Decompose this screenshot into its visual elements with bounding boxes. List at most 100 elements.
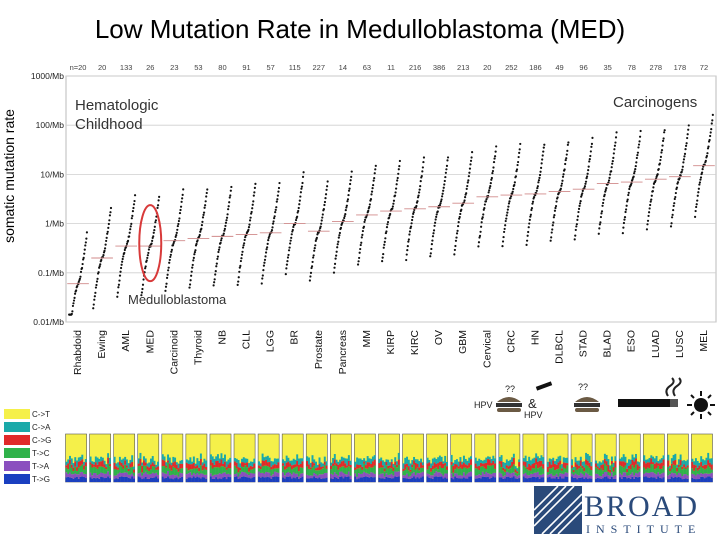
mutation-rate-point bbox=[467, 179, 470, 182]
spectrum-band bbox=[306, 460, 309, 467]
spectrum-band bbox=[438, 465, 441, 473]
spectrum-band bbox=[340, 471, 343, 477]
spectrum-band bbox=[554, 470, 556, 476]
spectrum-band bbox=[653, 473, 656, 478]
mutation-rate-point bbox=[174, 235, 177, 238]
spectrum-band bbox=[229, 462, 232, 469]
mutation-rate-point bbox=[670, 216, 674, 219]
spectrum-band bbox=[624, 476, 627, 482]
y-tick-label: 1/Mb bbox=[45, 219, 64, 229]
spectrum-band bbox=[339, 467, 342, 472]
spectrum-band bbox=[586, 478, 589, 482]
spectrum-band bbox=[290, 460, 293, 466]
spectrum-band bbox=[168, 468, 171, 476]
spectrum-band bbox=[357, 464, 360, 469]
spectrum-band bbox=[244, 458, 247, 464]
mutation-rate-point bbox=[108, 214, 112, 217]
sample-count-label: 91 bbox=[242, 63, 250, 72]
mutation-rate-point bbox=[326, 180, 329, 183]
spectrum-band bbox=[602, 478, 605, 482]
label-childhood: Childhood bbox=[75, 116, 143, 133]
spectrum-band bbox=[428, 465, 431, 475]
mutation-rate-point bbox=[502, 235, 505, 239]
spectrum-band bbox=[619, 473, 622, 478]
spectrum-band bbox=[335, 477, 338, 482]
spectrum-band bbox=[470, 456, 472, 460]
legend-label: T->G bbox=[32, 474, 51, 484]
spectrum-band bbox=[571, 476, 574, 482]
spectrum-band bbox=[361, 466, 364, 470]
mutation-rate-point bbox=[294, 218, 298, 222]
spectrum-band bbox=[624, 472, 627, 477]
spectrum-band bbox=[528, 463, 531, 471]
mutation-rate-point bbox=[195, 242, 198, 246]
mutation-rate-point bbox=[422, 160, 425, 164]
mutation-rate-point bbox=[99, 263, 102, 266]
spectrum-band bbox=[538, 467, 541, 475]
mutation-rate-point bbox=[277, 186, 281, 190]
mutation-rate-point bbox=[510, 195, 513, 198]
spectrum-band bbox=[516, 476, 519, 479]
spectrum-band bbox=[478, 458, 481, 466]
mutation-rate-point bbox=[634, 164, 637, 168]
sample-count-label: 53 bbox=[194, 63, 202, 72]
spectrum-band bbox=[378, 474, 381, 478]
spectrum-band bbox=[198, 477, 201, 482]
mutation-rate-point bbox=[610, 170, 613, 173]
spectrum-band bbox=[77, 478, 80, 482]
spectrum-band bbox=[431, 469, 434, 476]
spectrum-band bbox=[572, 470, 575, 472]
mutation-rate-point bbox=[93, 298, 96, 301]
mutation-rate-point bbox=[697, 187, 700, 190]
spectrum-band bbox=[209, 473, 212, 477]
spectrum-band bbox=[518, 466, 521, 476]
spectrum-band bbox=[548, 474, 551, 477]
spectrum-band bbox=[600, 465, 603, 469]
mutation-rate-point bbox=[686, 136, 689, 140]
spectrum-band bbox=[344, 458, 347, 464]
spectrum-band bbox=[418, 467, 421, 471]
spectrum-band bbox=[431, 478, 434, 482]
spectrum-band bbox=[626, 475, 629, 479]
mutation-rate-point bbox=[468, 167, 472, 170]
spectrum-band bbox=[346, 465, 349, 468]
spectrum-band bbox=[686, 475, 689, 479]
spectrum-band bbox=[546, 472, 549, 475]
spectrum-band bbox=[297, 464, 300, 472]
spectrum-band bbox=[249, 472, 252, 479]
spectrum-band bbox=[277, 468, 280, 473]
mutation-rate-point bbox=[418, 188, 421, 191]
mutation-rate-point bbox=[141, 287, 144, 291]
mutation-rate-point bbox=[511, 190, 514, 193]
spectrum-band bbox=[629, 459, 632, 465]
mutation-rate-point bbox=[339, 226, 343, 229]
mutation-rate-point bbox=[104, 243, 107, 246]
mutation-rate-point bbox=[527, 226, 530, 229]
mutation-rate-point bbox=[559, 187, 562, 190]
spectrum-band bbox=[579, 472, 582, 478]
spectrum-band bbox=[705, 457, 708, 465]
spectrum-band bbox=[175, 464, 178, 470]
spectrum-band bbox=[481, 460, 484, 464]
spectrum-band bbox=[344, 463, 347, 468]
spectrum-band bbox=[83, 476, 86, 482]
spectrum-band bbox=[659, 459, 662, 464]
spectrum-band bbox=[146, 473, 149, 479]
spectrum-band bbox=[356, 476, 359, 480]
mutation-rate-point bbox=[371, 186, 374, 190]
category-label: Prostate bbox=[313, 330, 325, 369]
mutation-rate-point bbox=[170, 248, 174, 251]
mutation-rate-point bbox=[671, 213, 674, 216]
spectrum-band bbox=[340, 476, 343, 482]
spectrum-band bbox=[249, 469, 252, 473]
spectrum-band bbox=[229, 457, 232, 463]
spectrum-band bbox=[253, 463, 256, 469]
spectrum-band bbox=[389, 474, 391, 478]
spectrum-band bbox=[538, 460, 541, 468]
mutation-rate-point bbox=[421, 166, 424, 169]
spectrum-band bbox=[636, 470, 639, 474]
spectrum-band bbox=[235, 462, 238, 469]
mutation-rate-point bbox=[261, 274, 264, 277]
mutation-rate-point bbox=[145, 259, 148, 262]
legend-label: C->G bbox=[32, 435, 52, 445]
